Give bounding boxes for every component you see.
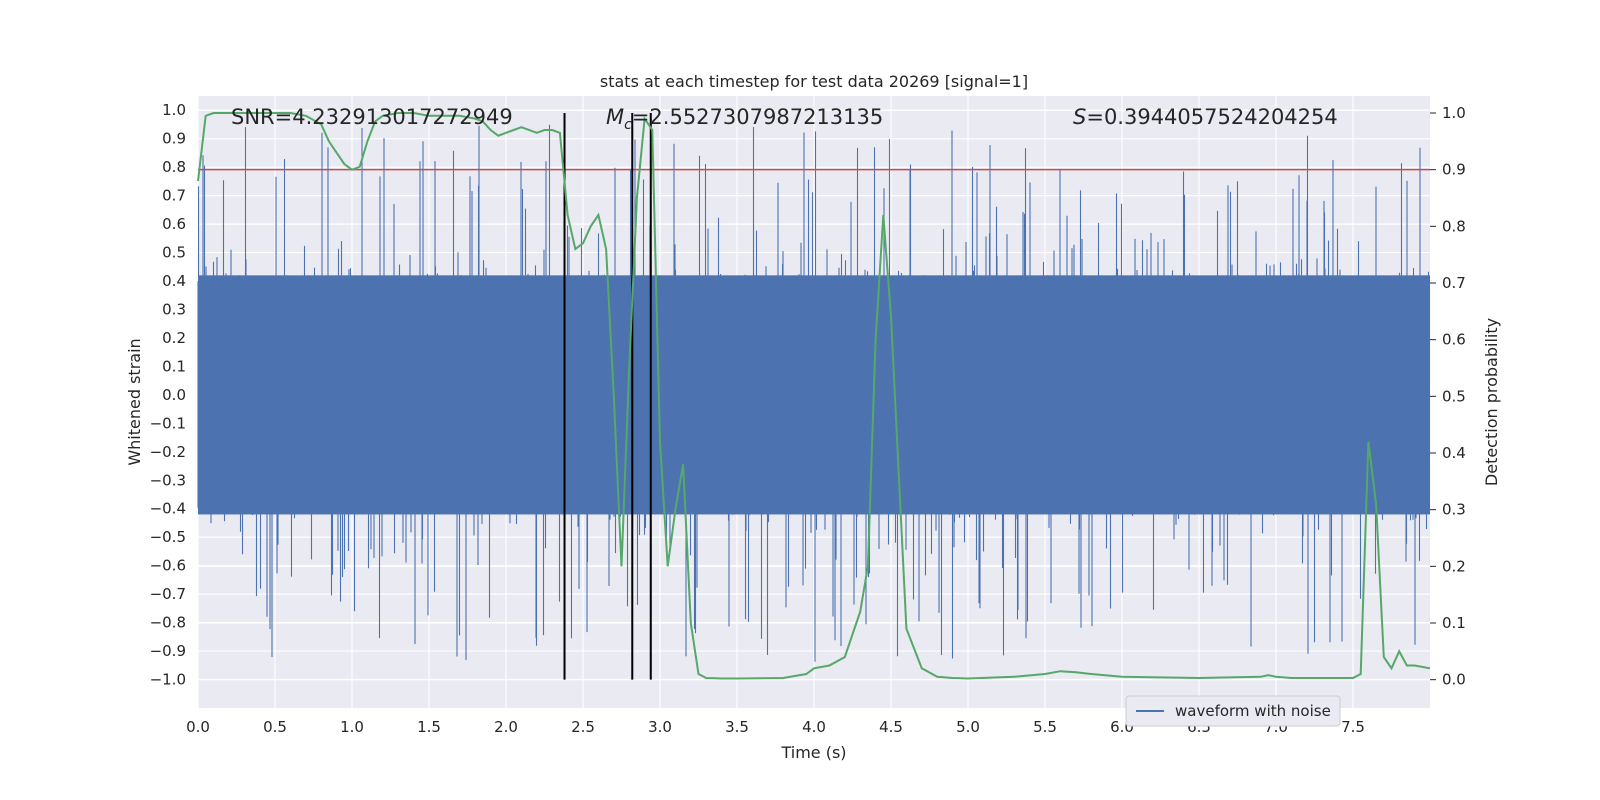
y-left-tick-label: −0.3 <box>150 471 186 489</box>
legend-label-waveform: waveform with noise <box>1175 702 1331 720</box>
y-left-tick-label: −0.6 <box>150 557 186 575</box>
chirp-mass-subscript: c <box>624 117 632 133</box>
y-left-tick-label: −0.4 <box>150 500 186 518</box>
y-right-tick-label: 0.2 <box>1442 557 1466 575</box>
chirp-mass-value: =2.5527307987213135 <box>632 105 883 129</box>
y-axis-left-ticks: 1.0 0.9 0.8 0.7 0.6 0.5 0.4 0.3 0.2 0.1 0.0 −0.1 −0.… <box>150 101 186 688</box>
legend: waveform with noise <box>1125 695 1341 727</box>
x-tick-label: 0.0 <box>186 718 210 736</box>
y-right-tick-label: 0.0 <box>1442 671 1466 689</box>
x-tick-label: 1.5 <box>417 718 441 736</box>
s-value: =0.3944057524204254 <box>1086 105 1337 129</box>
x-tick-label: 4.5 <box>879 718 903 736</box>
y-right-tick-label: 1.0 <box>1442 104 1466 122</box>
y-right-tick-label: 0.5 <box>1442 387 1466 405</box>
y-left-tick-label: 0.8 <box>162 158 186 176</box>
x-tick-label: 1.0 <box>340 718 364 736</box>
x-tick-label: 0.5 <box>263 718 287 736</box>
x-tick-label: 5.0 <box>956 718 980 736</box>
x-tick-label: 3.0 <box>648 718 672 736</box>
snr-annotation: SNR=4.232913017272949 <box>231 105 513 129</box>
s-annotation: S=0.3944057524204254 <box>1073 105 1338 129</box>
probability-trace <box>197 112 1431 680</box>
y-right-tick-label: 0.9 <box>1442 161 1466 179</box>
x-axis-ticks: 0.0 0.5 1.0 1.5 2.0 2.5 3.0 3.5 4.0 4.5 5.0 5.5 6.0 6… <box>186 718 1365 736</box>
waveform-core <box>198 275 1430 515</box>
legend-box <box>1125 695 1341 727</box>
y-left-tick-label: −0.5 <box>150 528 186 546</box>
x-tick-label: 3.5 <box>725 718 749 736</box>
y-right-tick-label: 0.1 <box>1442 614 1466 632</box>
y-right-tick-label: 0.6 <box>1442 331 1466 349</box>
x-tick-label: 4.0 <box>802 718 826 736</box>
y-axis-right-ticks: 1.0 0.9 0.8 0.7 0.6 0.5 0.4 0.3 0.2 0.1 0.0 <box>1430 104 1466 689</box>
y-left-tick-label: 0.5 <box>162 244 186 262</box>
y-left-tick-label: 0.9 <box>162 130 186 148</box>
s-symbol: S <box>1073 105 1086 129</box>
y-axis-right-label: Detection probability <box>1482 318 1501 486</box>
y-right-tick-label: 0.4 <box>1442 444 1466 462</box>
x-tick-label: 2.5 <box>571 718 595 736</box>
probability-line <box>197 112 1431 680</box>
x-axis-label: Time (s) <box>780 743 846 762</box>
y-right-tick-label: 0.3 <box>1442 501 1466 519</box>
y-left-tick-label: 0.3 <box>162 300 186 318</box>
chart-title: stats at each timestep for test data 202… <box>600 72 1028 91</box>
y-right-tick-label: 0.8 <box>1442 217 1466 235</box>
chirp-mass-annotation: Mc=2.5527307987213135 <box>606 105 883 133</box>
y-right-tick-label: 0.7 <box>1442 274 1466 292</box>
y-left-tick-label: 0.2 <box>162 329 186 347</box>
x-tick-label: 2.0 <box>494 718 518 736</box>
waveform-trace <box>197 124 1431 662</box>
x-tick-label: 5.5 <box>1033 718 1057 736</box>
y-left-tick-label: −0.8 <box>150 614 186 632</box>
chirp-mass-symbol: M <box>606 105 624 129</box>
y-axis-left-label: Whitened strain <box>125 338 144 465</box>
y-left-tick-label: 0.6 <box>162 215 186 233</box>
y-left-tick-label: 0.4 <box>162 272 186 290</box>
y-left-tick-label: −0.9 <box>150 642 186 660</box>
y-left-tick-label: −0.1 <box>150 414 186 432</box>
y-left-tick-label: −0.7 <box>150 585 186 603</box>
y-left-tick-label: 1.0 <box>162 101 186 119</box>
overlay-lines <box>198 113 1430 680</box>
y-left-tick-label: 0.1 <box>162 357 186 375</box>
y-left-tick-label: 0.7 <box>162 187 186 205</box>
y-left-tick-label: −0.2 <box>150 443 186 461</box>
y-left-tick-label: −1.0 <box>150 671 186 689</box>
y-left-tick-label: 0.0 <box>162 386 186 404</box>
x-tick-label: 7.5 <box>1341 718 1365 736</box>
